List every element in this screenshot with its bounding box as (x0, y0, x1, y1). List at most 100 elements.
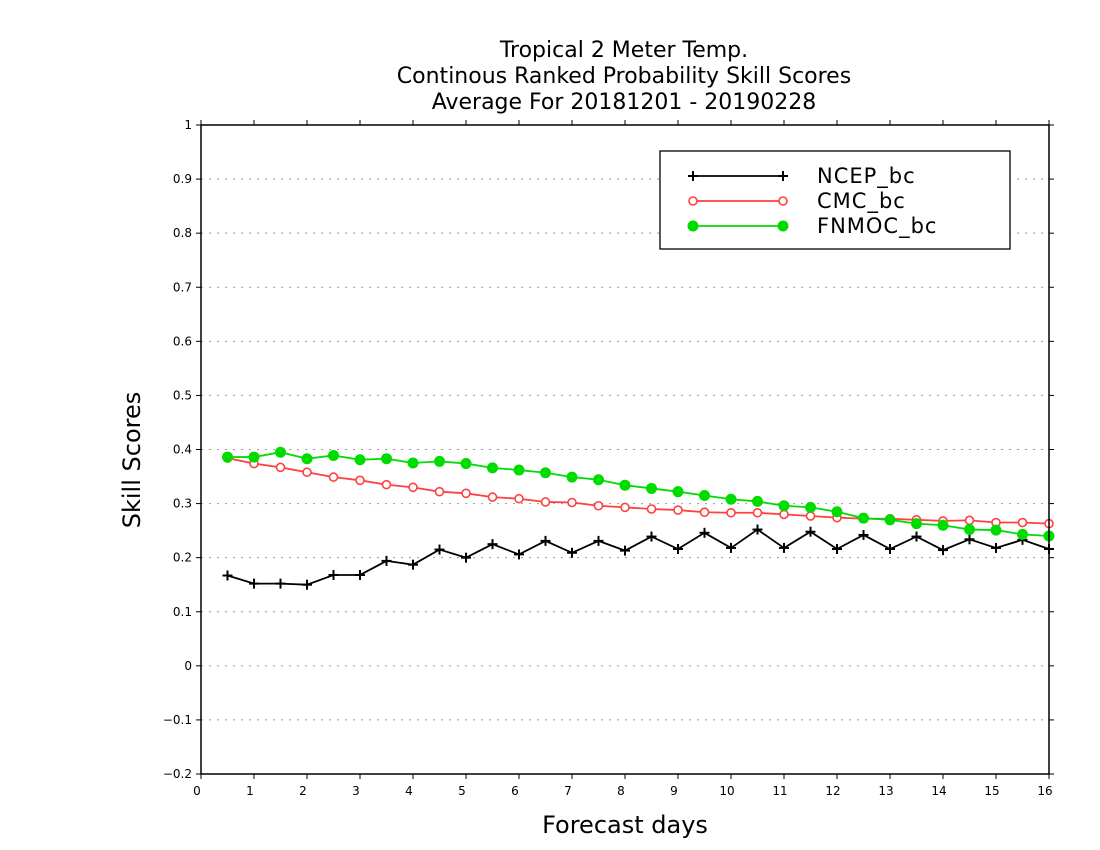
legend-item-cmc-bc: CMC_bc (688, 189, 906, 214)
data-point-ncep-bc (858, 529, 869, 540)
x-tick-label: 8 (617, 784, 625, 798)
legend-marker (687, 220, 699, 232)
data-point-cmc-bc (673, 505, 683, 515)
data-point-cmc-bc (461, 488, 471, 499)
legend-box (659, 150, 1011, 250)
x-tick-label: 2 (299, 784, 307, 798)
data-point-fnmoc-bc (752, 495, 763, 507)
data-point-cmc-bc (593, 500, 604, 511)
chart-title-line-3: Average For 20181201 - 20190228 (432, 90, 817, 115)
x-tick-label: 5 (458, 784, 466, 798)
data-point-fnmoc-bc (858, 512, 869, 524)
y-tick-label: 0.3 (173, 497, 192, 511)
y-tick-label: 0.8 (173, 226, 192, 240)
data-point-cmc-bc (302, 467, 312, 478)
data-point-fnmoc-bc (911, 518, 922, 530)
data-point-ncep-bc (646, 531, 657, 542)
y-tick-label: 0.2 (173, 551, 192, 565)
data-point-cmc-bc (434, 486, 445, 497)
x-tick-label: 4 (405, 784, 413, 798)
legend-marker (777, 220, 789, 232)
legend-marker (688, 171, 698, 181)
data-point-ncep-bc (699, 527, 710, 538)
legend-label: CMC_bc (817, 189, 906, 214)
data-point-ncep-bc (673, 544, 683, 555)
x-tick-label: 6 (511, 784, 519, 798)
y-tick-label: 0.9 (173, 172, 192, 186)
data-point-cmc-bc (964, 515, 975, 526)
data-point-fnmoc-bc (937, 519, 949, 531)
series-layer (222, 446, 1055, 590)
data-point-fnmoc-bc (248, 451, 260, 463)
chart-title: Tropical 2 Meter Temp. Continous Ranked … (397, 38, 851, 115)
data-point-ncep-bc (328, 569, 339, 580)
legend-label: NCEP_bc (817, 164, 916, 189)
gridlines (201, 178, 1049, 721)
data-point-fnmoc-bc (381, 453, 392, 465)
x-tick-label: 1 (246, 784, 254, 798)
legend-marker (778, 171, 788, 181)
data-point-ncep-bc (752, 524, 763, 535)
y-axis-label: Skill Scores (118, 392, 146, 529)
x-tick-label: 14 (931, 784, 946, 798)
data-point-ncep-bc (805, 526, 816, 537)
data-point-fnmoc-bc (884, 514, 896, 526)
data-point-fnmoc-bc (434, 455, 445, 467)
x-tick-label: 9 (670, 784, 678, 798)
data-point-fnmoc-bc (646, 482, 657, 494)
data-point-ncep-bc (355, 569, 365, 580)
data-point-fnmoc-bc (831, 506, 843, 518)
data-point-fnmoc-bc (222, 451, 233, 463)
data-point-fnmoc-bc (566, 471, 578, 483)
series-line-ncep-bc (227, 528, 1050, 586)
data-point-cmc-bc (779, 509, 789, 520)
y-tick-label: −0.2 (163, 767, 192, 781)
data-point-ncep-bc (726, 542, 736, 553)
data-point-ncep-bc (302, 579, 312, 590)
series-ncep-bc (222, 524, 1054, 590)
data-point-cmc-bc (620, 502, 630, 513)
y-tick-label: 0.7 (173, 280, 192, 294)
data-point-ncep-bc (275, 578, 286, 589)
series-line-cmc-bc (227, 457, 1050, 525)
chart-title-line-1: Tropical 2 Meter Temp. (499, 38, 748, 63)
x-tick-label: 7 (564, 784, 572, 798)
x-tick-label: 10 (719, 784, 734, 798)
data-point-fnmoc-bc (619, 479, 631, 491)
series-line-fnmoc-bc (227, 451, 1050, 537)
data-point-ncep-bc (779, 542, 789, 553)
data-point-ncep-bc (567, 547, 577, 558)
data-point-fnmoc-bc (672, 486, 684, 498)
data-point-ncep-bc (408, 559, 418, 570)
tick-labels: −0.2−0.100.10.20.30.40.50.60.70.80.910 1 2… (163, 118, 1053, 798)
data-point-ncep-bc (540, 535, 551, 546)
y-tick-label: 0 (184, 659, 192, 673)
data-point-cmc-bc (328, 472, 339, 482)
data-point-fnmoc-bc (328, 449, 339, 461)
data-point-cmc-bc (514, 493, 524, 504)
data-point-ncep-bc (514, 549, 524, 560)
x-tick-label: 13 (878, 784, 893, 798)
y-tick-label: 0.5 (173, 388, 192, 402)
data-point-fnmoc-bc (540, 467, 551, 479)
data-point-ncep-bc (381, 555, 392, 566)
data-point-cmc-bc (752, 507, 763, 518)
data-point-ncep-bc (620, 545, 630, 556)
data-point-fnmoc-bc (805, 501, 816, 513)
x-tick-label: 0 (193, 784, 201, 798)
data-point-fnmoc-bc (460, 458, 472, 470)
data-point-fnmoc-bc (275, 446, 286, 458)
data-point-cmc-bc (1017, 517, 1028, 528)
x-tick-label: 15 (984, 784, 999, 798)
data-point-fnmoc-bc (964, 524, 975, 536)
data-point-fnmoc-bc (513, 464, 525, 476)
legend-item-fnmoc-bc: FNMOC_bc (687, 214, 936, 239)
data-point-ncep-bc (832, 544, 842, 555)
series-cmc-bc (222, 453, 1054, 529)
data-point-ncep-bc (593, 535, 604, 546)
data-point-ncep-bc (434, 544, 445, 555)
x-tick-label: 16 (1037, 784, 1052, 798)
